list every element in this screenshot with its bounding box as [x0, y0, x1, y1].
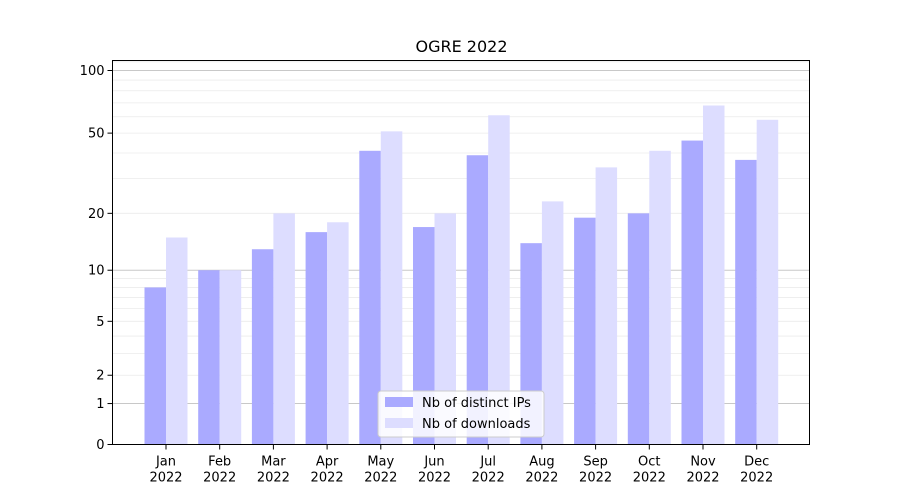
bar-distinct-ips-5 — [413, 227, 435, 445]
bar-downloads-0 — [166, 237, 188, 445]
bar-distinct-ips-4 — [359, 150, 381, 445]
plot-area-frame — [112, 60, 810, 445]
x-tick-label: Apr 2022 — [311, 455, 344, 486]
bar-downloads-10 — [703, 105, 725, 445]
x-tick-label: Mar 2022 — [257, 455, 290, 486]
bar-downloads-11 — [756, 119, 779, 445]
x-tick-label: Dec 2022 — [740, 455, 773, 486]
bar-downloads-7 — [541, 201, 564, 445]
bar-distinct-ips-6 — [466, 155, 489, 445]
y-tick-label: 50 — [88, 127, 105, 142]
bar-downloads-8 — [595, 167, 618, 445]
bar-distinct-ips-3 — [305, 232, 328, 445]
bar-downloads-5 — [434, 213, 456, 445]
bar-downloads-4 — [380, 131, 403, 445]
bar-downloads-6 — [488, 115, 510, 445]
y-tick-label: 0 — [96, 438, 104, 453]
x-tick-label: Feb 2022 — [203, 455, 236, 486]
bar-distinct-ips-2 — [251, 249, 274, 445]
x-tick-label: Jan 2022 — [149, 455, 182, 486]
legend-swatch — [385, 418, 413, 428]
bar-distinct-ips-0 — [144, 287, 166, 445]
y-tick-label: 100 — [80, 64, 105, 79]
x-tick-label: May 2022 — [364, 455, 397, 486]
y-axis-ticks: 0 1 2 5 10 20 50 100 — [80, 64, 113, 453]
bar-downloads-9 — [649, 150, 671, 445]
x-tick-label: Oct 2022 — [633, 455, 666, 486]
bar-distinct-ips-10 — [681, 140, 703, 445]
y-tick-label: 2 — [96, 369, 104, 384]
legend-box — [377, 390, 545, 438]
y-tick-label: 10 — [88, 264, 105, 279]
y-tick-label: 20 — [88, 207, 105, 222]
x-tick-label: Jun 2022 — [418, 455, 451, 486]
axes — [112, 60, 810, 445]
x-tick-label: Aug 2022 — [525, 455, 558, 486]
y-tick-label: 5 — [96, 315, 104, 330]
legend-label: Nb of downloads — [422, 417, 531, 432]
bar-downloads-1 — [219, 270, 242, 445]
legend: Nb of distinct IPs Nb of downloads — [377, 390, 545, 438]
x-tick-label: Sep 2022 — [579, 455, 612, 486]
bar-distinct-ips-1 — [198, 270, 220, 445]
legend-label: Nb of distinct IPs — [422, 396, 531, 411]
bar-distinct-ips-9 — [627, 213, 650, 445]
chart-title: OGRE 2022 — [415, 37, 507, 56]
x-tick-label: Nov 2022 — [686, 455, 719, 486]
bars — [144, 105, 779, 445]
legend-swatch — [385, 397, 413, 407]
y-tick-label: 1 — [96, 397, 104, 412]
x-tick-label: Jul 2022 — [472, 455, 505, 486]
x-axis-ticks: Jan 2022 Feb 2022 Mar 2022 Apr 2022 May 2022 Jun 20… — [149, 444, 773, 486]
bar-downloads-2 — [273, 213, 295, 445]
bar-downloads-3 — [327, 222, 349, 445]
bar-distinct-ips-11 — [735, 159, 757, 445]
bar-distinct-ips-8 — [574, 217, 596, 445]
